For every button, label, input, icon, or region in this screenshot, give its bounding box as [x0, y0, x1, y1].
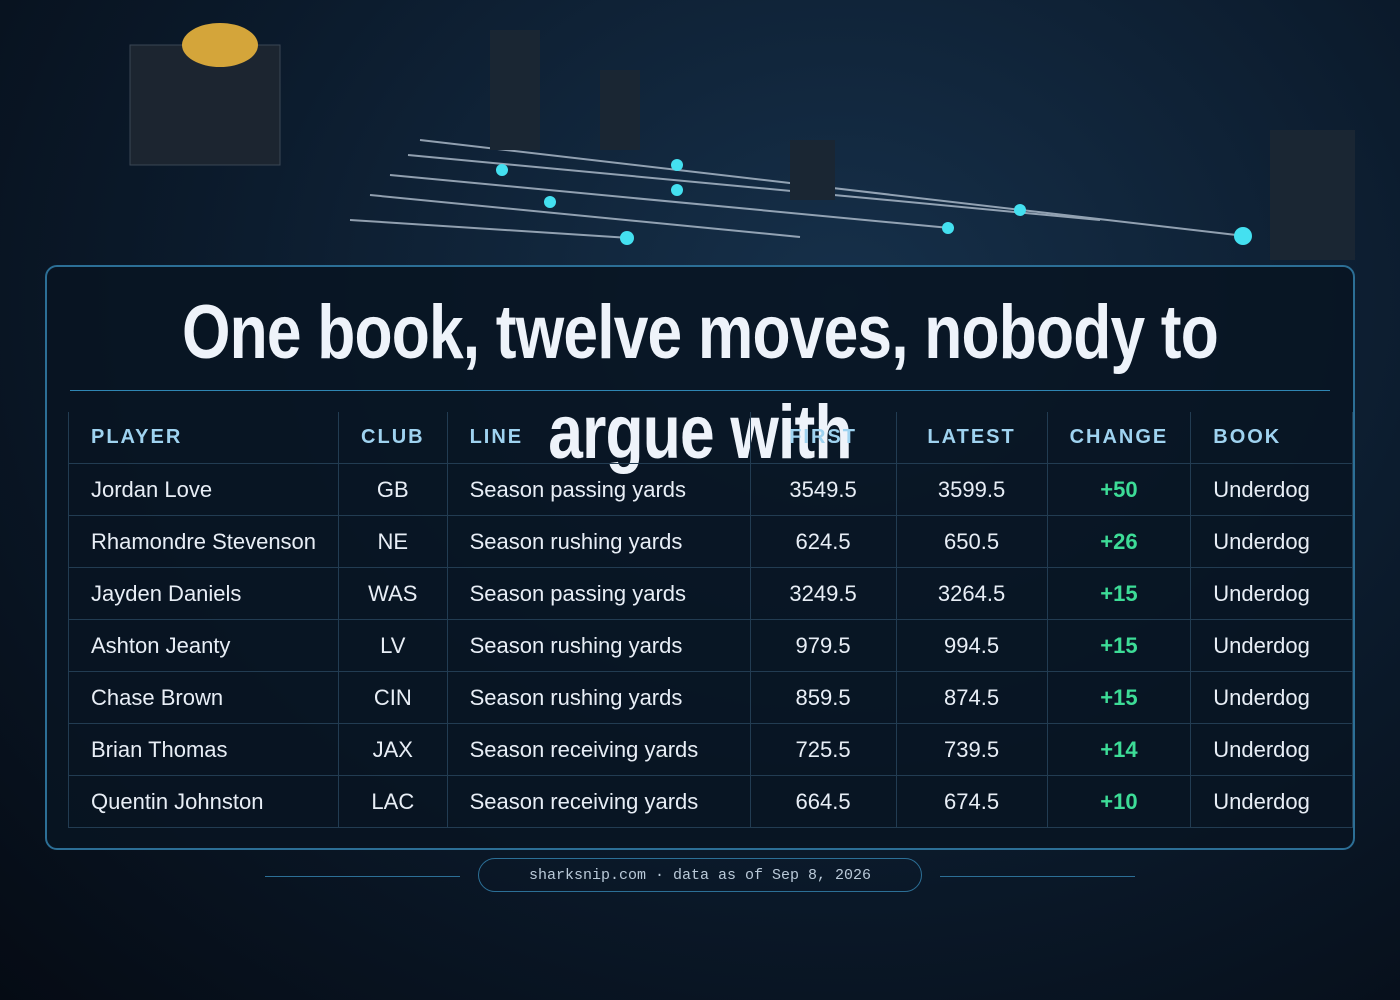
table-row: Brian Thomas JAX Season receiving yards 725… [67, 723, 1354, 776]
table-cell: 979.5 [749, 619, 897, 672]
table-row: Jordan Love GB Season passing yards 3549.5 3… [67, 463, 1354, 516]
table-cell: 3549.5 [749, 463, 897, 516]
table-cell: Underdog [1190, 567, 1354, 620]
table-cell: 674.5 [895, 775, 1048, 828]
table-cell: GB [338, 463, 448, 516]
table-cell: 739.5 [895, 723, 1048, 776]
table-cell: Brian Thomas [67, 723, 340, 776]
table-cell: +15 [1046, 567, 1192, 620]
table-cell: Underdog [1190, 619, 1354, 672]
table-cell: Underdog [1190, 463, 1354, 516]
column-header: CLUB [338, 412, 448, 464]
table-row: Jayden Daniels WAS Season passing yards 324… [67, 567, 1354, 620]
table-cell: +14 [1046, 723, 1192, 776]
column-header: LINE [446, 412, 751, 464]
table-cell: Chase Brown [67, 671, 340, 724]
table-cell: NE [338, 515, 448, 568]
column-header: LATEST [895, 412, 1048, 464]
pillars [490, 30, 1355, 260]
column-header: BOOK [1190, 412, 1354, 464]
table-cell: WAS [338, 567, 448, 620]
table-cell: 994.5 [895, 619, 1048, 672]
table-cell: 3599.5 [895, 463, 1048, 516]
table-cell: +15 [1046, 619, 1192, 672]
table-cell: 664.5 [749, 775, 897, 828]
table-row: Ashton Jeanty LV Season rushing yards 979.5… [67, 619, 1354, 672]
table-cell: Season rushing yards [446, 619, 751, 672]
table-row: Quentin Johnston LAC Season receiving yard… [67, 775, 1354, 828]
table-cell: 725.5 [749, 723, 897, 776]
table-cell: 3264.5 [895, 567, 1048, 620]
table-cell: +15 [1046, 671, 1192, 724]
table: PLAYER CLUB LINE FIRST LATEST CHANGE BOOK Jorda… [67, 412, 1354, 828]
table-cell: Season receiving yards [446, 775, 751, 828]
column-header: PLAYER [67, 412, 340, 464]
table-cell: Underdog [1190, 671, 1354, 724]
table-cell: Rhamondre Stevenson [67, 515, 340, 568]
table-cell: 859.5 [749, 671, 897, 724]
table-cell: Season receiving yards [446, 723, 751, 776]
table-cell: Ashton Jeanty [67, 619, 340, 672]
table-row: Rhamondre Stevenson NE Season rushing yard… [67, 515, 1354, 568]
table-cell: 3249.5 [749, 567, 897, 620]
table-cell: Underdog [1190, 775, 1354, 828]
table-cell: LAC [338, 775, 448, 828]
footer-line [265, 876, 460, 877]
table-cell: CIN [338, 671, 448, 724]
coin [182, 23, 258, 67]
divider [70, 390, 1330, 391]
column-header: FIRST [749, 412, 897, 464]
footer-source: sharksnip.com · data as of Sep 8, 2026 [478, 858, 922, 892]
table-cell: +10 [1046, 775, 1192, 828]
table-cell: Jordan Love [67, 463, 340, 516]
table-row: Chase Brown CIN Season rushing yards 859.5 8… [67, 671, 1354, 724]
table-cell: Jayden Daniels [67, 567, 340, 620]
table-cell: Season rushing yards [446, 671, 751, 724]
header-row: PLAYER CLUB LINE FIRST LATEST CHANGE BOOK [67, 412, 1354, 464]
table-cell: LV [338, 619, 448, 672]
table-cell: Season rushing yards [446, 515, 751, 568]
table-cell: 624.5 [749, 515, 897, 568]
table-cell: Season passing yards [446, 567, 751, 620]
column-header: CHANGE [1046, 412, 1192, 464]
footer-line [940, 876, 1135, 877]
table-cell: Underdog [1190, 515, 1354, 568]
table-cell: 650.5 [895, 515, 1048, 568]
table-cell: JAX [338, 723, 448, 776]
table-cell: Quentin Johnston [67, 775, 340, 828]
table-cell: Season passing yards [446, 463, 751, 516]
table-cell: 874.5 [895, 671, 1048, 724]
table-cell: Underdog [1190, 723, 1354, 776]
beads [496, 159, 1252, 245]
table-cell: +26 [1046, 515, 1192, 568]
table-cell: +50 [1046, 463, 1192, 516]
